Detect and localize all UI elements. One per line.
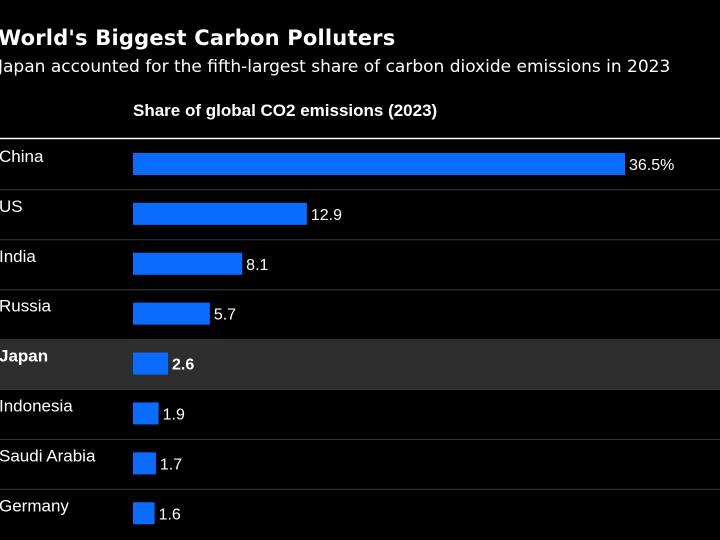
chart-subtitle: Japan accounted for the fifth-largest sh… — [0, 57, 671, 77]
bar-germany — [133, 502, 155, 525]
category-label-us: US — [0, 197, 23, 216]
category-label-saudi-arabia: Saudi Arabia — [0, 446, 96, 465]
bar-indonesia — [133, 402, 159, 425]
bar-japan — [133, 352, 169, 375]
category-label-japan: Japan — [0, 347, 48, 366]
highlight-row-japan — [0, 340, 720, 389]
category-label-india: India — [0, 247, 36, 266]
category-label-germany: Germany — [0, 496, 69, 515]
value-label-indonesia: 1.9 — [163, 406, 185, 423]
bar-india — [133, 252, 243, 275]
value-label-germany: 1.6 — [159, 506, 181, 523]
chart-title: World's Biggest Carbon Polluters — [0, 26, 396, 50]
value-label-saudi-arabia: 1.7 — [160, 456, 182, 473]
value-label-russia: 5.7 — [214, 307, 236, 324]
bar-china — [133, 152, 625, 175]
category-label-china: China — [0, 147, 44, 166]
bar-russia — [133, 302, 210, 325]
bar-saudi-arabia — [133, 452, 156, 475]
category-label-russia: Russia — [0, 297, 52, 316]
value-label-china: 36.5% — [629, 157, 674, 174]
value-label-us: 12.9 — [311, 207, 342, 224]
bar-us — [133, 202, 307, 225]
value-label-india: 8.1 — [246, 257, 268, 274]
category-label-indonesia: Indonesia — [0, 396, 73, 415]
column-header: Share of global CO2 emissions (2023) — [133, 101, 438, 120]
value-label-japan: 2.6 — [172, 357, 194, 374]
